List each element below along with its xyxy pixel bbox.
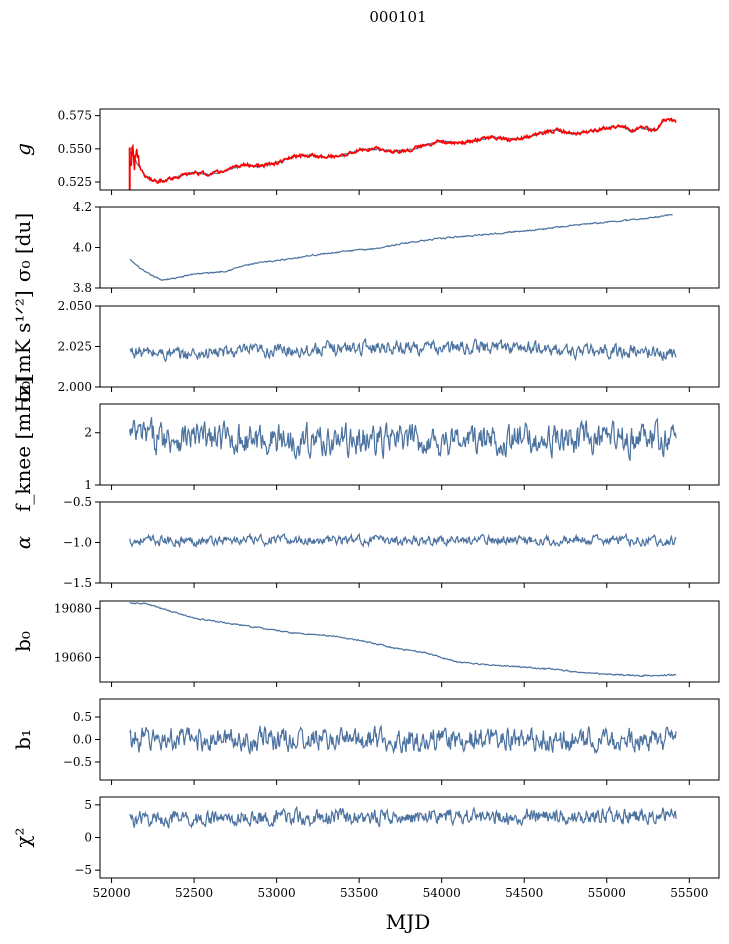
ytick-label-chi2: −5 bbox=[74, 863, 92, 877]
series-b0 bbox=[129, 602, 677, 678]
ytick-label-b0: 19060 bbox=[54, 650, 92, 664]
ytick-label-chi2: 5 bbox=[84, 798, 92, 812]
panel-chi2: −5 0 5 52000 52500 53000 53500 54000 54500 55000 5… bbox=[11, 796, 720, 900]
series-fknee bbox=[129, 417, 677, 461]
y-axis-label-g: g bbox=[11, 143, 35, 156]
y-axis-label-sigma0_mK: σ₀[mK s¹ᐟ²] bbox=[11, 290, 35, 402]
series-g_model bbox=[129, 117, 677, 184]
panel-b0: 19060 19080 b₀ bbox=[11, 600, 720, 687]
y-axis-label-alpha: α bbox=[11, 535, 35, 549]
axes-frame-g bbox=[99, 108, 720, 191]
ytick-label-sigma0_du: 3.8 bbox=[73, 281, 92, 295]
xtick-label: 54500 bbox=[505, 886, 543, 900]
ytick-label-g: 0.575 bbox=[58, 109, 92, 123]
xtick-label: 52500 bbox=[175, 886, 213, 900]
series-sigma0_mK bbox=[129, 338, 677, 363]
ytick-label-alpha: −1.0 bbox=[63, 536, 92, 550]
ytick-label-fknee: 2 bbox=[84, 426, 92, 440]
panel-sigma0_mK: 2.000 2.025 2.050 σ₀[mK s¹ᐟ²] bbox=[11, 290, 720, 403]
xtick-label: 55000 bbox=[588, 886, 626, 900]
ytick-label-sigma0_mK: 2.025 bbox=[58, 340, 92, 354]
panel-fknee: 1 2 f_knee [mHz] bbox=[11, 377, 720, 512]
ytick-label-alpha: −0.5 bbox=[63, 495, 92, 509]
axes-frame-b0 bbox=[99, 600, 720, 683]
ytick-label-sigma0_du: 4.0 bbox=[73, 241, 92, 255]
series-sigma0_du bbox=[129, 213, 673, 282]
ytick-label-sigma0_mK: 2.050 bbox=[58, 299, 92, 313]
figure-title: 000101 bbox=[369, 8, 426, 26]
series-alpha bbox=[129, 532, 677, 549]
ytick-label-sigma0_mK: 2.000 bbox=[58, 380, 92, 394]
ytick-label-fknee: 1 bbox=[84, 478, 92, 492]
y-axis-label-b1: b₁ bbox=[11, 729, 35, 750]
panel-alpha: −1.5 −1.0 −0.5 α bbox=[11, 495, 720, 590]
panel-b1: −0.5 0.0 0.5 b₁ bbox=[11, 698, 720, 785]
xtick-label: 53500 bbox=[340, 886, 378, 900]
xtick-label: 53000 bbox=[258, 886, 296, 900]
series-b1 bbox=[129, 724, 677, 755]
axes-frame-fknee bbox=[99, 403, 720, 486]
xtick-label: 55500 bbox=[670, 886, 708, 900]
panel-g: 0.525 0.550 0.575 g bbox=[11, 108, 720, 195]
xtick-label: 54000 bbox=[423, 886, 461, 900]
y-axis-label-chi2: χ² bbox=[11, 827, 35, 847]
ytick-label-b1: 0.0 bbox=[73, 733, 92, 747]
y-axis-label-fknee: f_knee [mHz] bbox=[11, 377, 35, 512]
ytick-label-sigma0_du: 4.2 bbox=[73, 200, 92, 214]
series-chi2 bbox=[129, 805, 677, 829]
x-axis-label: MJD bbox=[386, 910, 431, 934]
y-axis-label-sigma0_du: σ₀ [du] bbox=[11, 213, 35, 282]
ytick-label-g: 0.550 bbox=[58, 142, 92, 156]
ytick-label-b1: 0.5 bbox=[73, 710, 92, 724]
xtick-label: 52000 bbox=[92, 886, 130, 900]
ytick-label-g: 0.525 bbox=[58, 175, 92, 189]
panel-sigma0_du: 3.8 4.0 4.2 σ₀ [du] bbox=[11, 200, 720, 295]
ytick-label-b0: 19080 bbox=[54, 601, 92, 615]
ytick-label-alpha: −1.5 bbox=[63, 576, 92, 590]
ytick-label-b1: −0.5 bbox=[63, 755, 92, 769]
ytick-label-chi2: 0 bbox=[84, 831, 92, 845]
y-axis-label-b0: b₀ bbox=[11, 631, 35, 652]
